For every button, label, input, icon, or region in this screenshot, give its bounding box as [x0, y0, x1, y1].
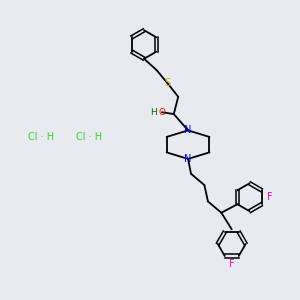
Text: H: H — [151, 108, 157, 117]
Text: F: F — [229, 260, 235, 269]
Text: S: S — [164, 77, 170, 88]
Text: Cl · H: Cl · H — [76, 132, 102, 142]
Text: O: O — [158, 108, 165, 117]
Text: F: F — [267, 192, 273, 202]
Text: N: N — [184, 125, 192, 135]
Text: N: N — [184, 154, 192, 164]
Text: Cl · H: Cl · H — [28, 132, 55, 142]
